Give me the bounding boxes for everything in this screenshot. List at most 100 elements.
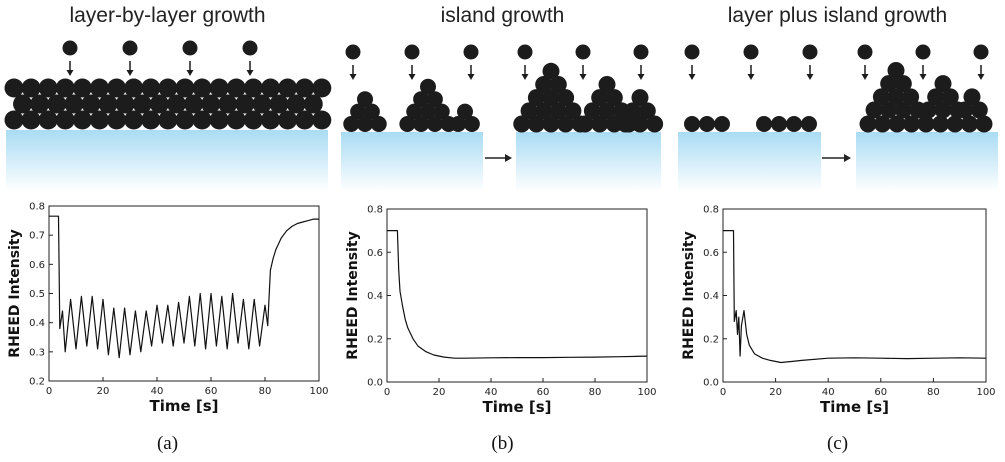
- x-tick-label: 40: [151, 386, 164, 397]
- atom: [564, 102, 582, 120]
- x-tick-label: 60: [874, 387, 887, 398]
- rheed-intensity-curve: [387, 230, 648, 359]
- atom: [513, 115, 531, 133]
- deposition-arrowhead: [747, 74, 755, 80]
- y-tick-label: 0.2: [29, 377, 45, 388]
- atom: [970, 101, 988, 119]
- atom: [38, 110, 58, 130]
- x-axis-label: Time [s]: [482, 398, 551, 416]
- atom: [47, 94, 67, 114]
- atom: [122, 40, 138, 56]
- atom: [182, 40, 198, 56]
- atom: [894, 75, 912, 93]
- atom: [457, 103, 473, 120]
- y-tick-label: 0.6: [29, 260, 45, 271]
- atom: [527, 115, 545, 133]
- atom: [631, 115, 649, 133]
- deposition-arrowhead: [467, 74, 475, 80]
- atom: [684, 116, 700, 132]
- atom: [576, 115, 594, 133]
- deposition-arrowhead: [521, 74, 529, 80]
- y-tick-label: 0.8: [703, 205, 719, 216]
- x-tick-label: 60: [537, 387, 550, 398]
- plot-frame: [386, 208, 648, 383]
- y-tick-label: 0.5: [29, 289, 45, 300]
- atom: [624, 102, 642, 120]
- panel-title: layer-by-layer growth: [69, 4, 266, 27]
- atom: [209, 110, 229, 130]
- atom: [463, 116, 480, 132]
- atom: [880, 101, 898, 119]
- atom: [192, 110, 212, 130]
- x-tick-label: 80: [927, 387, 940, 398]
- y-tick-label: 0.7: [29, 231, 45, 242]
- y-tick-label: 0.0: [367, 378, 383, 389]
- atom: [345, 44, 361, 60]
- atom: [399, 116, 416, 132]
- deposition-arrowhead: [861, 74, 869, 80]
- atom: [973, 44, 989, 60]
- atom: [261, 78, 280, 98]
- deposition-arrowhead: [977, 74, 985, 80]
- x-tick-label: 0: [720, 387, 726, 398]
- atom: [38, 78, 58, 98]
- atom: [542, 115, 560, 133]
- atom: [934, 101, 952, 119]
- atom: [557, 115, 575, 133]
- atom: [175, 110, 195, 130]
- atom: [252, 94, 272, 114]
- panel-caption: (a): [156, 433, 179, 454]
- y-tick-label: 0.2: [703, 334, 719, 345]
- atom: [956, 101, 974, 119]
- x-tick-label: 80: [259, 386, 272, 397]
- atom: [420, 78, 436, 95]
- atom: [350, 103, 367, 120]
- deposition-arrowhead: [637, 74, 645, 80]
- island-illustration: [341, 44, 664, 192]
- substrate: [678, 132, 821, 192]
- atom: [756, 116, 772, 132]
- deposition-arrowhead: [349, 74, 357, 80]
- atom: [235, 94, 255, 114]
- atom: [771, 116, 787, 132]
- atom: [90, 110, 109, 130]
- x-tick-label: 20: [433, 387, 446, 398]
- atom: [286, 94, 306, 114]
- atom: [413, 91, 430, 108]
- x-tick-label: 0: [384, 387, 390, 398]
- atom: [887, 88, 905, 106]
- y-axis-label: RHEED Intensity: [7, 229, 23, 357]
- deposition-arrowhead: [688, 74, 696, 80]
- atom: [646, 115, 664, 133]
- x-tick-label: 100: [309, 386, 328, 397]
- atom: [269, 94, 289, 114]
- substrate: [6, 130, 328, 192]
- atom: [90, 78, 109, 98]
- atom: [420, 103, 436, 120]
- atom: [927, 88, 945, 106]
- atom: [517, 44, 533, 60]
- atom: [357, 116, 373, 132]
- atom: [141, 110, 161, 130]
- y-axis-label: RHEED Intensity: [681, 231, 697, 359]
- atom: [917, 115, 935, 133]
- rheed-intensity-curve: [49, 215, 319, 359]
- y-tick-label: 0.8: [29, 202, 45, 213]
- x-axis-label: Time [s]: [149, 397, 218, 415]
- atom: [21, 110, 41, 130]
- atom: [865, 101, 883, 119]
- deposition-arrowhead: [186, 70, 194, 76]
- deposition-arrowhead: [579, 74, 587, 80]
- rheed-chart-a: 0 20 40 60 80 100 0.2 0.3 0.4 0.5 0.6 0.7 0.8 Time [s…: [7, 202, 329, 416]
- x-tick-label: 20: [97, 386, 110, 397]
- x-axis-label: Time [s]: [820, 398, 889, 416]
- x-tick-label: 100: [637, 387, 656, 398]
- atom: [915, 44, 931, 60]
- rheed-chart-b: 0 20 40 60 80 100 0.0 0.2 0.4 0.6 0.8 Time [s] RHEED…: [345, 205, 657, 417]
- atom: [941, 88, 959, 106]
- atom: [961, 115, 978, 133]
- atom: [21, 78, 41, 98]
- atom: [591, 89, 609, 107]
- atom: [684, 44, 700, 60]
- atom: [303, 94, 323, 114]
